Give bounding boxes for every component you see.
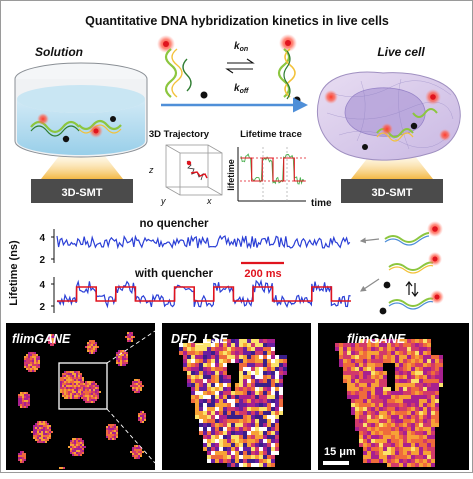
- image-panel-middle: DFD_LSE: [162, 323, 311, 470]
- right-image-label: flimGANE: [347, 332, 406, 346]
- image-scale-bar: [323, 461, 349, 465]
- smt-left-label: 3D-SMT: [62, 187, 103, 199]
- trajectory-inset: 3D Trajectory z y x: [148, 129, 223, 206]
- tick-top-4: 4: [39, 233, 45, 244]
- lifetime-trace-fit: [241, 157, 305, 182]
- trajectory-title: 3D Trajectory: [149, 129, 210, 140]
- flimgane-pixels: [335, 339, 443, 467]
- solution-label: Solution: [35, 45, 83, 59]
- no-quencher-label: no quencher: [139, 218, 209, 230]
- lifetime-trace-inset: Lifetime trace lifetime time: [226, 129, 332, 209]
- strand-free: [384, 221, 443, 246]
- zoom-box: [58, 362, 108, 410]
- smt-base-left: 3D-SMT: [31, 179, 133, 203]
- dna-strands-solution: [30, 113, 122, 143]
- koff-label: koff: [234, 83, 249, 95]
- axis-z-label: z: [148, 165, 154, 175]
- tick-bottom-2: 2: [39, 302, 45, 313]
- kon-label: kon: [234, 41, 248, 53]
- dna-duplex-right: [277, 34, 301, 104]
- cells-overview: [18, 332, 146, 469]
- trajectory-path-highlight: [190, 171, 208, 179]
- flim-images: flimGANE DFD_LSE flimGANE 15 μm: [6, 323, 469, 470]
- live-cell-panel: Live cell 3D-SMT: [317, 45, 461, 203]
- image-panel-right: flimGANE 15 μm: [318, 323, 469, 470]
- middle-image-label: DFD_LSE: [171, 332, 229, 346]
- axis-y-label: y: [160, 196, 166, 206]
- axis-x-label: x: [206, 196, 212, 206]
- dna-single-left: [157, 35, 208, 99]
- traces-ylabel: Lifetime (ns): [8, 240, 20, 306]
- live-cell-label: Live cell: [377, 45, 425, 59]
- tick-top-2: 2: [39, 255, 45, 266]
- dna-strands-cell: [324, 89, 451, 150]
- trace-no-quencher: [56, 234, 351, 250]
- lifetime-trace-ylabel: lifetime: [226, 159, 236, 191]
- left-image-label: flimGANE: [12, 332, 71, 346]
- strand-quenched: [383, 252, 442, 289]
- smt-base-right: 3D-SMT: [341, 179, 443, 203]
- hybridization-scheme: kon koff: [157, 34, 308, 113]
- tick-bottom-4: 4: [39, 280, 45, 291]
- figure-title: Quantitative DNA hybridization kinetics …: [85, 14, 389, 28]
- lifetime-traces-panel: Lifetime (ns) 4 2 4 2 no quencher with q…: [8, 218, 351, 313]
- trace-with-quencher-fit: [57, 286, 351, 302]
- with-quencher-label: with quencher: [134, 268, 213, 280]
- image-scale-label: 15 μm: [324, 446, 356, 458]
- equilibrium-arrows-small: [405, 281, 419, 297]
- strand-separated: [379, 290, 444, 315]
- solution-panel: Solution 3D-SMT: [14, 45, 148, 203]
- strand-states: [359, 221, 444, 315]
- light-cone-left: [41, 151, 123, 179]
- equilibrium-arrows: kon koff: [225, 41, 255, 95]
- time-scale-label: 200 ms: [244, 268, 281, 280]
- cell-filaments: [326, 78, 454, 150]
- petri-dish: [14, 62, 148, 158]
- lifetime-trace-title: Lifetime trace: [240, 129, 302, 140]
- smt-right-label: 3D-SMT: [372, 187, 413, 199]
- image-panel-left: flimGANE: [6, 323, 156, 470]
- dfd-lse-pixels: [179, 339, 287, 467]
- trace-with-quencher: [56, 279, 351, 309]
- lifetime-trace-xlabel: time: [311, 198, 332, 209]
